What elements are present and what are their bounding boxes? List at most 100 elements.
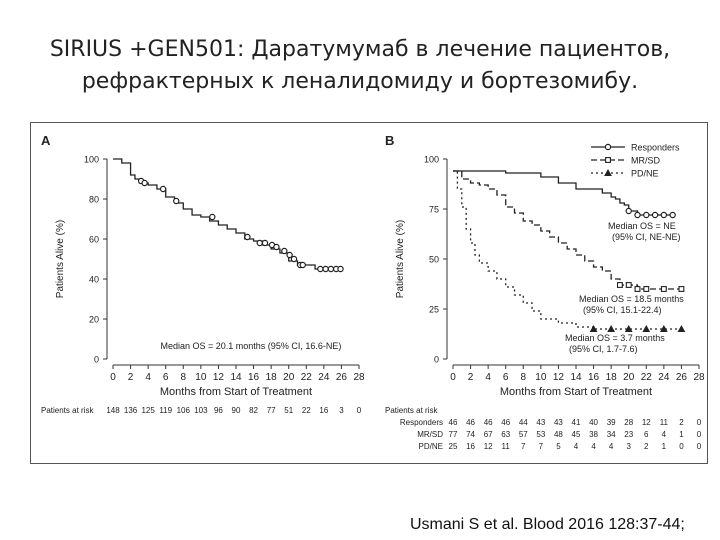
legend-marker-mr-sd — [605, 157, 611, 163]
panel-b-xtick-label-18: 18 — [606, 372, 618, 383]
panel-b-risk-row-name-mr-sd: MR/SD — [417, 430, 443, 439]
panel-a-ytick-label-20: 20 — [89, 315, 99, 325]
panel-b-xtick-label-12: 12 — [553, 372, 565, 383]
panel-b-risk-value: 1 — [662, 442, 667, 451]
panel-a-xtick-label-24: 24 — [318, 372, 330, 383]
panel-b-xtick-label-4: 4 — [485, 372, 491, 383]
panel-a-risk-value: 103 — [194, 406, 208, 415]
panel-a-censor-mark — [159, 185, 167, 193]
panel-b-risk-value: 25 — [449, 442, 458, 451]
panel-a-censor-mark — [244, 233, 251, 241]
panel-b-censor-mark — [589, 324, 598, 332]
panel-a-risk-value: 16 — [319, 406, 328, 415]
panel-a-letter: A — [41, 133, 51, 148]
panel-a-risk-value: 3 — [339, 406, 344, 415]
panel-b-risk-value: 45 — [572, 430, 581, 439]
panel-b-xtick-label-16: 16 — [588, 372, 600, 383]
panel-b-risk-value: 43 — [554, 418, 563, 427]
panel-b-censor-mark — [669, 211, 676, 219]
panel-a-xtick-label-16: 16 — [248, 372, 260, 383]
panel-b-median-annotation-1-line2: (95% CI, NE-NE) — [612, 232, 681, 242]
panel-b-risk-value: 0 — [697, 430, 702, 439]
panel-b-risk-value: 41 — [572, 418, 581, 427]
panel-b-censor-mark — [660, 211, 668, 219]
panel-a-risk-value: 82 — [249, 406, 258, 415]
panel-a-risk-value: 125 — [141, 406, 155, 415]
panel-b-xtick-label-2: 2 — [468, 372, 474, 383]
panel-b-xtick-label-24: 24 — [658, 372, 670, 383]
panel-b-risk-value: 74 — [466, 430, 475, 439]
panel-a-censor-mark — [141, 179, 148, 187]
slide-title: SIRIUS +GEN501: Даратумумаб в лечение па… — [0, 34, 720, 98]
panel-b-series-line-responders — [453, 170, 673, 216]
panel-a-risk-value: 90 — [232, 406, 241, 415]
panel-a-censor-mark — [286, 251, 293, 259]
panel-a-xtick-label-22: 22 — [301, 372, 313, 383]
panel-a-xtick-label-10: 10 — [195, 372, 207, 383]
panel-a-censor-mark — [256, 239, 263, 247]
panel-b-xtick-label-20: 20 — [623, 372, 635, 383]
panel-b-x-axis-label: Months from Start of Treatment — [500, 386, 652, 398]
panel-b-risk-value: 44 — [519, 418, 528, 427]
panel-a-risk-table-label: Patients at risk — [41, 406, 94, 415]
panel-b-censor-mark — [659, 324, 668, 332]
panel-b-censor-mark — [624, 324, 633, 332]
legend-label-mr-sd: MR/SD — [631, 156, 661, 166]
panel-b-risk-value: 7 — [521, 442, 526, 451]
panel-b-risk-value: 4 — [574, 442, 579, 451]
panel-b-xtick-label-0: 0 — [450, 372, 456, 383]
panel-b-censor-mark — [660, 286, 667, 292]
panel-b-censor-mark — [643, 286, 650, 292]
panel-b-censor-mark — [616, 282, 623, 288]
slide-title-line2: рефрактерных к леналидомиду и бортезомиб… — [81, 69, 639, 94]
panel-b-risk-value: 23 — [624, 430, 633, 439]
panel-b-risk-value: 4 — [609, 442, 614, 451]
panel-b-risk-value: 57 — [519, 430, 528, 439]
panel-a-xtick-label-8: 8 — [181, 372, 187, 383]
panel-b-risk-table-label: Patients at risk — [385, 406, 438, 415]
panel-a-risk-value: 22 — [302, 406, 311, 415]
panel-a-xtick-label-0: 0 — [110, 372, 116, 383]
panel-a-censor-mark — [337, 265, 344, 273]
panel-b-risk-value: 12 — [484, 442, 493, 451]
panel-a-xtick-label-6: 6 — [163, 372, 169, 383]
panel-a-xtick-label-18: 18 — [266, 372, 278, 383]
panel-b-xtick-label-26: 26 — [676, 372, 688, 383]
panel-b-median-annotation-3-line1: Median OS = 3.7 months — [565, 333, 665, 343]
panel-a-series-line-os — [113, 158, 342, 270]
panel-b-median-annotation-1-line1: Median OS = NE — [608, 221, 676, 231]
panel-b-risk-value: 43 — [536, 418, 545, 427]
panel-b-risk-value: 11 — [502, 442, 511, 451]
panel-a-censor-mark — [209, 213, 216, 221]
panel-b-risk-value: 38 — [589, 430, 598, 439]
panel-b-risk-value: 46 — [466, 418, 475, 427]
panel-b-risk-value: 6 — [644, 430, 649, 439]
panel-a-censor-mark — [281, 247, 288, 255]
panel-b-risk-value: 5 — [556, 442, 561, 451]
panel-b-risk-value: 40 — [589, 418, 598, 427]
panel-a-risk-value: 51 — [284, 406, 293, 415]
panel-b-risk-value: 46 — [501, 418, 510, 427]
panel-b-risk-value: 46 — [449, 418, 458, 427]
panel-a-ytick-label-60: 60 — [89, 235, 99, 245]
panel-b-risk-value: 53 — [536, 430, 545, 439]
panel-a-ytick-label-40: 40 — [89, 275, 99, 285]
panel-b-letter: B — [385, 133, 394, 148]
panel-b-risk-value: 7 — [539, 442, 544, 451]
panel-a-censor-mark — [290, 255, 298, 263]
panel-b-series-line-pd-ne — [453, 170, 682, 330]
panel-b-risk-value: 0 — [697, 418, 702, 427]
panel-b-censor-mark — [625, 282, 632, 288]
panel-a-x-axis-label: Months from Start of Treatment — [160, 386, 312, 398]
panel-a-y-axis-label: Patients Alive (%) — [55, 220, 66, 298]
panel-b-risk-value: 63 — [501, 430, 510, 439]
panel-a-risk-value: 106 — [177, 406, 191, 415]
panel-b-risk-value: 12 — [642, 418, 651, 427]
panel-a-xtick-label-26: 26 — [336, 372, 348, 383]
panel-a-risk-value: 148 — [106, 406, 120, 415]
panel-b-median-annotation-2-line2: (95% CI, 15.1-22.4) — [583, 305, 662, 315]
panel-b-risk-value: 11 — [660, 418, 669, 427]
panel-b-y-axis-label: Patients Alive (%) — [395, 220, 406, 298]
panel-b-censor-mark — [677, 324, 686, 332]
